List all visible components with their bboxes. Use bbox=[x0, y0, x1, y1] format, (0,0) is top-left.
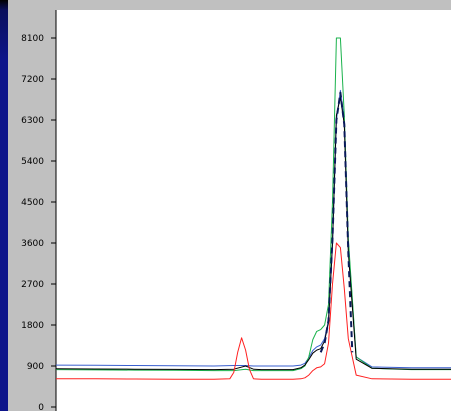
y-tick-label: 1800 bbox=[21, 321, 44, 331]
series-line-red bbox=[56, 242, 451, 380]
y-tick-label: 3600 bbox=[21, 239, 44, 249]
series-layer bbox=[55, 37, 451, 380]
series-line-dashed bbox=[319, 91, 354, 353]
y-tick-label: 6300 bbox=[21, 116, 44, 126]
plot-area bbox=[56, 10, 451, 411]
y-tick-label: 5400 bbox=[21, 157, 44, 167]
y-tick-label: 8100 bbox=[21, 34, 44, 44]
y-axis-ticks: 0 900 1800 2700 3600 4500 5400 6300 7200 8100 bbox=[21, 34, 56, 411]
series-line-black bbox=[55, 96, 451, 371]
y-tick-label: 4500 bbox=[21, 198, 44, 208]
y-tick-label: 0 bbox=[38, 403, 44, 411]
y-tick-label: 2700 bbox=[21, 280, 44, 290]
y-tick-label: 7200 bbox=[21, 75, 44, 85]
y-tick-label: 900 bbox=[27, 362, 44, 372]
